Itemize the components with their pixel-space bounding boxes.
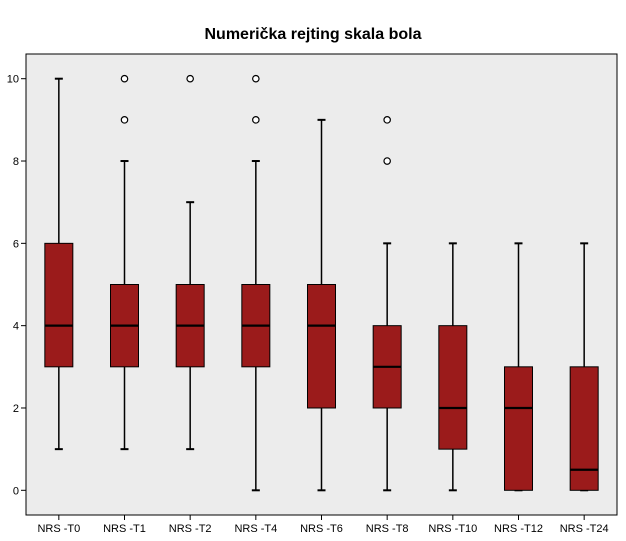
box-NRS -T4 [241, 74, 271, 492]
x-tick-label: NRS -T10 [428, 523, 477, 535]
box-NRS -T8 [372, 116, 402, 492]
x-tick-label: NRS -T0 [37, 523, 80, 535]
y-tick-label: 2 [13, 403, 19, 415]
outlier-point [120, 74, 129, 83]
x-tick-label: NRS -T8 [366, 523, 409, 535]
iqr-box [44, 242, 74, 368]
x-axis: NRS -T0 NRS -T1 NRS -T2 NRS -T4 NRS -T6 NRS -… [37, 515, 609, 535]
boxes [44, 74, 599, 492]
chart-title: Numerička rejting skala bola [204, 26, 422, 43]
x-tick-label: NRS -T12 [494, 523, 543, 535]
box-NRS -T12 [504, 242, 533, 492]
x-tick-label: NRS -T1 [103, 523, 146, 535]
iqr-box [307, 284, 336, 409]
box-NRS -T24 [569, 242, 599, 492]
outlier-point [186, 74, 194, 83]
x-tick-label: NRS -T24 [560, 523, 609, 535]
x-tick-label: NRS -T4 [234, 523, 277, 535]
box-NRS -T1 [110, 74, 139, 451]
outlier-point [252, 74, 260, 83]
y-tick-label: 6 [13, 238, 19, 250]
iqr-box [504, 366, 533, 491]
y-tick-label: 8 [13, 156, 19, 168]
box-NRS -T0 [44, 77, 74, 451]
outlier-point [252, 116, 260, 124]
iqr-box [569, 366, 599, 491]
box-NRS -T6 [307, 118, 336, 492]
y-axis: 0 2 4 6 8 10 [7, 74, 26, 497]
y-tick-label: 4 [13, 321, 19, 333]
outlier-point [383, 116, 391, 124]
box-NRS -T10 [438, 242, 468, 492]
box-NRS -T2 [175, 74, 205, 451]
iqr-box [438, 325, 468, 450]
outlier-point [120, 116, 129, 124]
y-tick-label: 10 [7, 74, 19, 86]
outlier-point [383, 157, 391, 165]
x-tick-label: NRS -T2 [169, 523, 212, 535]
x-tick-label: NRS -T6 [300, 523, 343, 535]
y-tick-label: 0 [13, 485, 19, 497]
